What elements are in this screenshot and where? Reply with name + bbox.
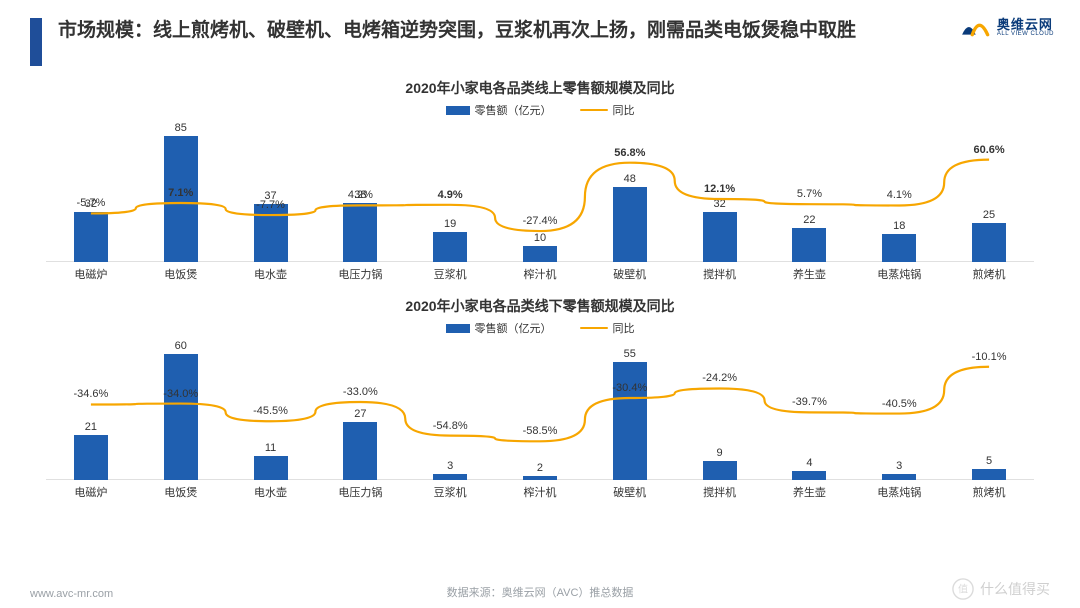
legend-line: 同比 [580, 320, 635, 336]
footer: www.avc-mr.com 值 什么值得买 [0, 578, 1080, 600]
svg-text:值: 值 [958, 583, 968, 596]
category-row: 电磁炉电饭煲电水壶电压力锅豆浆机榨汁机破壁机搅拌机养生壶电蒸炖锅煎烤机 [46, 266, 1034, 282]
brand-logo: 奥维云网 ALL VIEW CLOUD [957, 14, 1054, 40]
legend-line-label: 同比 [613, 102, 635, 118]
charts-container: 2020年小家电各品类线上零售额规模及同比 零售额（亿元） 同比 3285373… [0, 78, 1080, 500]
slide: 市场规模：线上煎烤机、破壁机、电烤箱逆势突围，豆浆机再次上扬，刚需品类电饭煲稳中… [0, 0, 1080, 608]
pct-label: -24.2% [702, 372, 737, 384]
pct-label: -54.8% [433, 420, 468, 432]
footer-url: www.avc-mr.com [30, 588, 113, 600]
pct-label: -27.4% [523, 215, 558, 227]
legend: 零售额（亿元） 同比 [46, 102, 1034, 118]
category-label: 榨汁机 [495, 266, 585, 282]
legend-bar-label: 零售额（亿元） [475, 320, 552, 336]
category-label: 煎烤机 [944, 484, 1034, 500]
pct-label: 4.2% [348, 189, 373, 201]
category-label: 电蒸炖锅 [854, 266, 944, 282]
legend-bar-swatch [446, 106, 470, 115]
category-label: 豆浆机 [405, 266, 495, 282]
category-label: 豆浆机 [405, 484, 495, 500]
pct-label: -30.4% [612, 382, 647, 394]
legend-line-swatch [580, 109, 608, 111]
category-label: 破壁机 [585, 266, 675, 282]
legend-bar-label: 零售额（亿元） [475, 102, 552, 118]
category-label: 电水壶 [226, 484, 316, 500]
pct-label: -10.1% [972, 351, 1007, 363]
category-label: 搅拌机 [675, 484, 765, 500]
footer-watermark: 值 什么值得买 [952, 578, 1050, 600]
pct-label: 4.9% [438, 189, 463, 201]
title-accent-bar [30, 18, 42, 66]
plot-area: 3285373819104832221825 电磁炉电饭煲电水壶电压力锅豆浆机榨… [46, 122, 1034, 282]
chart-title: 2020年小家电各品类线下零售额规模及同比 [46, 296, 1034, 316]
category-label: 电磁炉 [46, 266, 136, 282]
category-label: 电水壶 [226, 266, 316, 282]
pct-label: -33.0% [343, 386, 378, 398]
pct-label: -39.7% [792, 396, 827, 408]
legend-bar-swatch [446, 324, 470, 333]
pct-label: -7.7% [256, 199, 285, 211]
pct-label: 5.7% [797, 188, 822, 200]
legend-line: 同比 [580, 102, 635, 118]
page-title: 市场规模：线上煎烤机、破壁机、电烤箱逆势突围，豆浆机再次上扬，刚需品类电饭煲稳中… [58, 18, 856, 44]
category-label: 搅拌机 [675, 266, 765, 282]
pct-label: 7.1% [168, 187, 193, 199]
legend-bar: 零售额（亿元） [446, 320, 552, 336]
pct-label: 12.1% [704, 183, 735, 195]
category-label: 养生壶 [765, 484, 855, 500]
pct-label: -58.5% [523, 425, 558, 437]
pct-label: -5.7% [77, 197, 106, 209]
watermark-text: 什么值得买 [980, 579, 1050, 599]
legend: 零售额（亿元） 同比 [46, 320, 1034, 336]
category-label: 电饭煲 [136, 266, 226, 282]
header: 市场规模：线上煎烤机、破壁机、电烤箱逆势突围，豆浆机再次上扬，刚需品类电饭煲稳中… [0, 0, 1080, 72]
category-label: 煎烤机 [944, 266, 1034, 282]
category-label: 榨汁机 [495, 484, 585, 500]
legend-line-swatch [580, 327, 608, 329]
chart-offline: 2020年小家电各品类线下零售额规模及同比 零售额（亿元） 同比 2160112… [46, 296, 1034, 500]
category-label: 电压力锅 [315, 266, 405, 282]
chart-online: 2020年小家电各品类线上零售额规模及同比 零售额（亿元） 同比 3285373… [46, 78, 1034, 282]
legend-line-label: 同比 [613, 320, 635, 336]
category-row: 电磁炉电饭煲电水壶电压力锅豆浆机榨汁机破壁机搅拌机养生壶电蒸炖锅煎烤机 [46, 484, 1034, 500]
pct-label: 56.8% [614, 147, 645, 159]
pct-label: -40.5% [882, 398, 917, 410]
logo-en: ALL VIEW CLOUD [997, 31, 1054, 37]
line-overlay [46, 340, 1034, 480]
logo-text: 奥维云网 ALL VIEW CLOUD [997, 18, 1054, 37]
watermark-icon: 值 [952, 578, 974, 600]
plot-area: 2160112732559435 电磁炉电饭煲电水壶电压力锅豆浆机榨汁机破壁机搅… [46, 340, 1034, 500]
chart-title: 2020年小家电各品类线上零售额规模及同比 [46, 78, 1034, 98]
pct-label: 60.6% [973, 144, 1004, 156]
category-label: 电磁炉 [46, 484, 136, 500]
category-label: 电蒸炖锅 [854, 484, 944, 500]
category-label: 养生壶 [765, 266, 855, 282]
pct-label: -34.0% [163, 388, 198, 400]
category-label: 电饭煲 [136, 484, 226, 500]
pct-label: 4.1% [887, 189, 912, 201]
category-label: 破壁机 [585, 484, 675, 500]
legend-bar: 零售额（亿元） [446, 102, 552, 118]
pct-label: -34.6% [73, 388, 108, 400]
logo-cn: 奥维云网 [997, 18, 1054, 31]
pct-label: -45.5% [253, 405, 288, 417]
category-label: 电压力锅 [315, 484, 405, 500]
logo-icon [957, 14, 991, 40]
